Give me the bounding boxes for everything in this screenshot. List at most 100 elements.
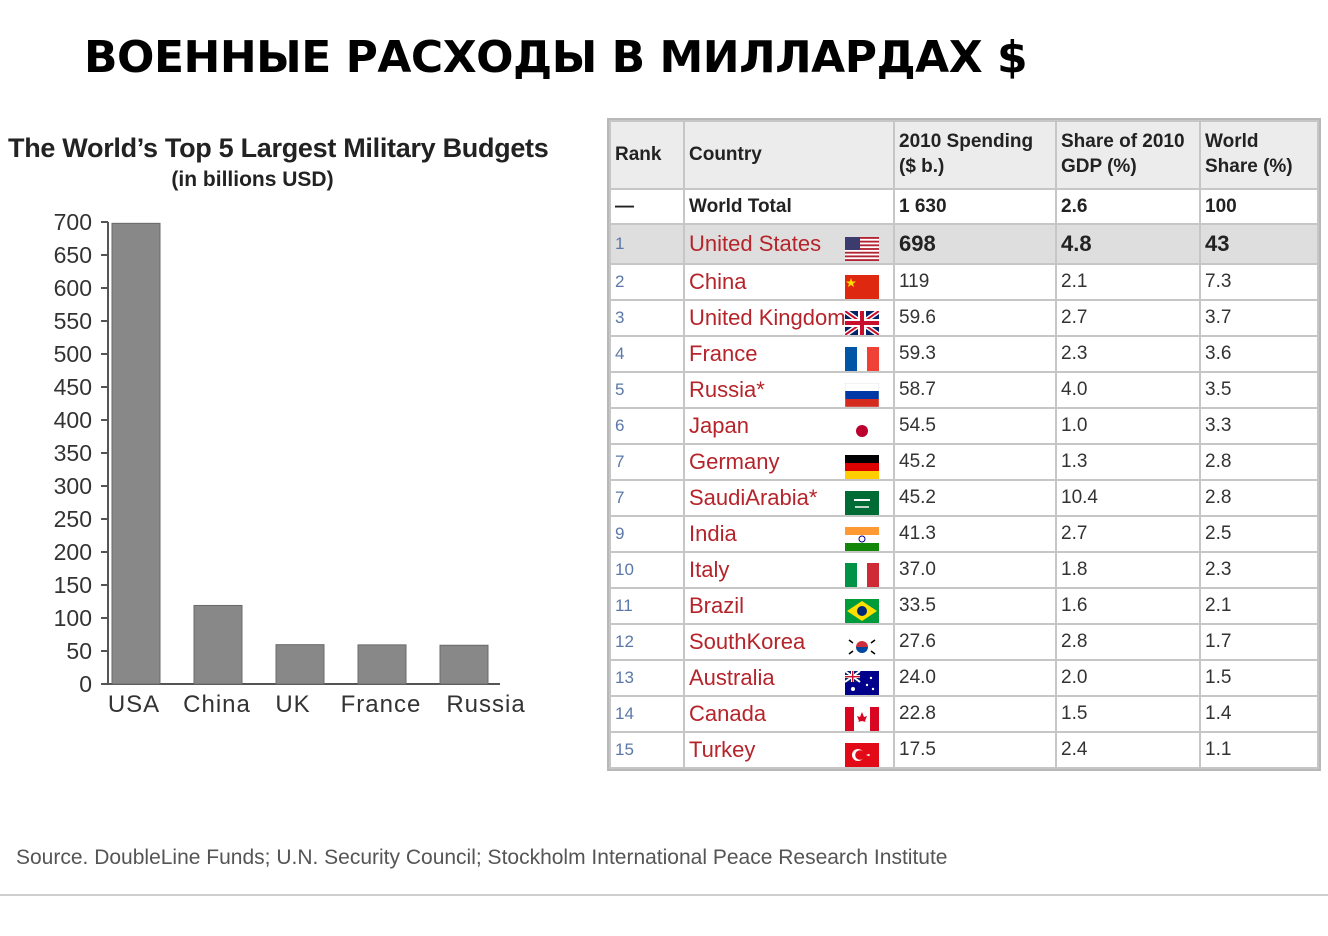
- rank-cell: 13: [609, 659, 685, 697]
- world-share-cell: 43: [1199, 223, 1319, 265]
- spending-cell: 33.5: [893, 587, 1057, 625]
- country-name: India: [689, 521, 737, 546]
- y-tick-label: 650: [54, 242, 92, 268]
- country-name: Japan: [689, 413, 749, 438]
- south-korea-flag-icon: [845, 635, 879, 658]
- table-row: 1 United States 698 4.8 43: [609, 223, 1319, 265]
- rank-cell: 12: [609, 623, 685, 661]
- y-tick-label: 700: [54, 209, 92, 235]
- country-name: Italy: [689, 557, 730, 582]
- x-tick-label: China: [183, 691, 251, 718]
- saudi-arabia-flag-icon: [845, 491, 879, 514]
- table-row: 2 China 119 2.1 7.3: [609, 263, 1319, 301]
- country-cell: SouthKorea: [683, 623, 895, 661]
- bar-france: [357, 644, 407, 685]
- gdp-share-cell: 4.0: [1055, 371, 1201, 409]
- chart-title: The World’s Top 5 Largest Military Budge…: [8, 133, 549, 163]
- spending-cell: 45.2: [893, 443, 1057, 481]
- country-cell: Italy: [683, 551, 895, 589]
- gdp-share-cell: 2.8: [1055, 623, 1201, 661]
- country-name: SouthKorea: [689, 629, 806, 654]
- country-cell: Canada: [683, 695, 895, 733]
- france-flag-icon: [845, 347, 879, 370]
- country-name: China: [689, 269, 747, 294]
- y-tick-label: 200: [54, 539, 92, 565]
- table-row: 13 Australia 24.0 2.0 1.5: [609, 659, 1319, 697]
- gdp-share-cell: 2.4: [1055, 731, 1201, 769]
- world-share-cell: 2.8: [1199, 479, 1319, 517]
- rank-cell: 1: [609, 223, 685, 265]
- gdp-share-cell: 10.4: [1055, 479, 1201, 517]
- gdp-share-cell: 1.3: [1055, 443, 1201, 481]
- rank-cell: 3: [609, 299, 685, 337]
- world-share-cell: 2.1: [1199, 587, 1319, 625]
- table-row: 11 Brazil 33.5 1.6 2.1: [609, 587, 1319, 625]
- table-header-row: Rank Country 2010 Spending ($ b.) Share …: [609, 120, 1319, 190]
- table-row: 15 Turkey 17.5 2.4 1.1: [609, 731, 1319, 769]
- budget-table-container: Rank Country 2010 Spending ($ b.) Share …: [607, 118, 1321, 771]
- spending-cell: 59.3: [893, 335, 1057, 373]
- world-share-cell: 1.5: [1199, 659, 1319, 697]
- y-tick-label: 450: [54, 374, 92, 400]
- spending-cell: 41.3: [893, 515, 1057, 553]
- country-name: Brazil: [689, 593, 745, 618]
- spending-cell: 119: [893, 263, 1057, 301]
- world-share-cell: 3.6: [1199, 335, 1319, 373]
- y-tick-label: 500: [54, 341, 92, 367]
- country-cell: United States: [683, 223, 895, 265]
- country-cell: United Kingdom: [683, 299, 895, 337]
- rank-cell: 15: [609, 731, 685, 769]
- country-cell: SaudiArabia*: [683, 479, 895, 517]
- y-tick-label: 600: [54, 275, 92, 301]
- rank-cell: 6: [609, 407, 685, 445]
- gdp-share-cell: 4.8: [1055, 223, 1201, 265]
- rank-cell: 7: [609, 479, 685, 517]
- country-cell: Germany: [683, 443, 895, 481]
- world-share-cell: 3.3: [1199, 407, 1319, 445]
- spending-cell: 698: [893, 223, 1057, 265]
- gdp-share-cell: 1.0: [1055, 407, 1201, 445]
- y-tick-label: 0: [79, 671, 92, 697]
- gdp-share-cell: 2.1: [1055, 263, 1201, 301]
- x-axis-labels: USA China UK France Russia: [108, 691, 525, 718]
- table-row: 7 SaudiArabia* 45.2 10.4 2.8: [609, 479, 1319, 517]
- rank-cell: 4: [609, 335, 685, 373]
- x-tick-label: Russia: [446, 691, 525, 718]
- y-tick-label: 100: [54, 605, 92, 631]
- germany-flag-icon: [845, 455, 879, 478]
- country-cell: Japan: [683, 407, 895, 445]
- header-spending: 2010 Spending ($ b.): [893, 120, 1057, 190]
- gdp-share-cell: 2.7: [1055, 515, 1201, 553]
- country-name: France: [689, 341, 758, 366]
- spending-cell: 58.7: [893, 371, 1057, 409]
- world-share-cell: 1.4: [1199, 695, 1319, 733]
- brazil-flag-icon: [845, 599, 879, 622]
- spending-cell: 59.6: [893, 299, 1057, 337]
- budget-table: Rank Country 2010 Spending ($ b.) Share …: [609, 120, 1319, 769]
- country-name: Turkey: [689, 737, 756, 762]
- turkey-flag-icon: [845, 743, 879, 766]
- table-row: 14 Canada 22.8 1.5 1.4: [609, 695, 1319, 733]
- bar-uk: [275, 644, 325, 685]
- country-cell: Russia*: [683, 371, 895, 409]
- x-tick-label: UK: [275, 691, 310, 718]
- y-tick-label: 50: [66, 638, 92, 664]
- header-gdp-share: Share of 2010 GDP (%): [1055, 120, 1201, 190]
- gdp-share-cell: 2.3: [1055, 335, 1201, 373]
- world-share-cell: 2.5: [1199, 515, 1319, 553]
- header-rank: Rank: [609, 120, 685, 190]
- bar-russia: [439, 644, 489, 685]
- spending-cell: 45.2: [893, 479, 1057, 517]
- world-share-cell: 2.8: [1199, 443, 1319, 481]
- country-cell: China: [683, 263, 895, 301]
- y-tick-label: 400: [54, 407, 92, 433]
- x-tick-label: France: [341, 691, 422, 718]
- china-flag-icon: [845, 275, 879, 298]
- world-share-cell: 3.7: [1199, 299, 1319, 337]
- rank-cell: 10: [609, 551, 685, 589]
- table-row: 4 France 59.3 2.3 3.6: [609, 335, 1319, 373]
- country-cell: France: [683, 335, 895, 373]
- table-row: 10 Italy 37.0 1.8 2.3: [609, 551, 1319, 589]
- spending-cell: 17.5: [893, 731, 1057, 769]
- gdp-share-cell: 1.6: [1055, 587, 1201, 625]
